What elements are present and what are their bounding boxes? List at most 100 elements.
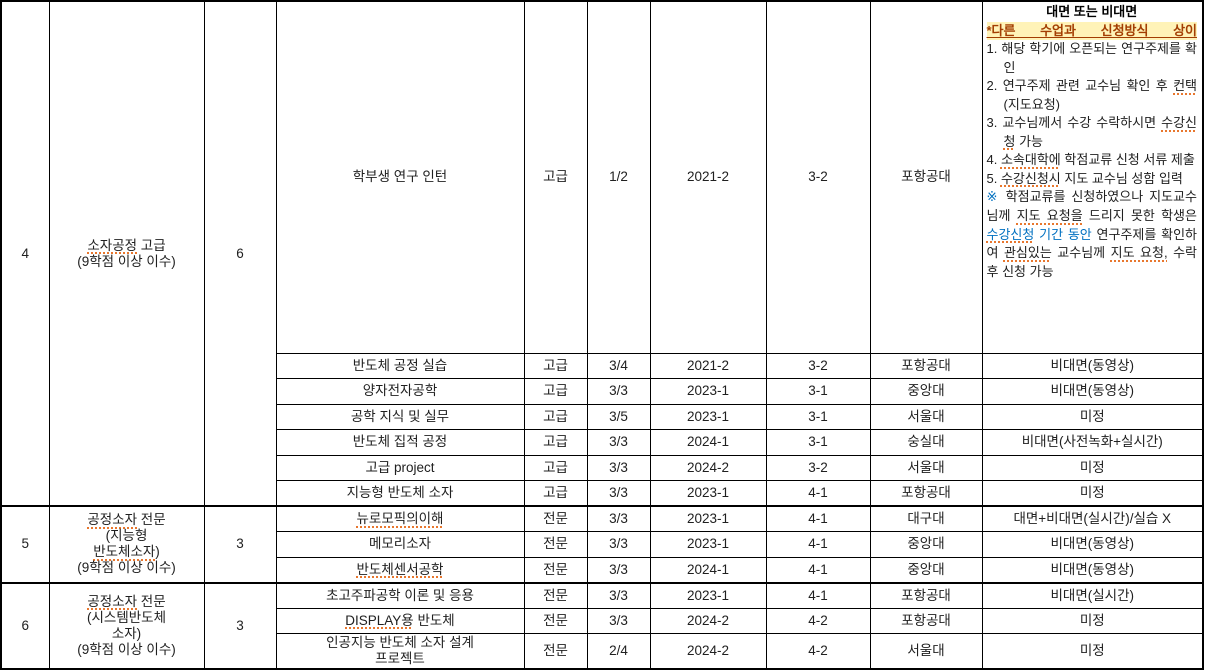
text-run: 메모리소자 xyxy=(368,536,432,552)
cell-univ: 서울대 xyxy=(869,454,983,481)
text-run: 고급 project xyxy=(365,459,435,475)
cell-grade: 4-2 xyxy=(765,633,871,670)
cell-method: 비대면(동영상) xyxy=(981,556,1204,583)
text-run: 지도 교수님 성함 입력 xyxy=(1060,170,1183,186)
squiggle-text: 수강신청 xyxy=(1003,115,1198,149)
text-run: 양자전자공학 xyxy=(362,383,438,399)
cell-grade: 3-1 xyxy=(765,403,871,430)
cell-univ: 포항공대 xyxy=(869,352,983,379)
cell-course-name: 반도체 집적 공정 xyxy=(275,429,525,456)
cell-ratio: 3/3 xyxy=(586,505,651,532)
group-label-line: (9학점 이상 이수) xyxy=(52,254,202,270)
cell-level: 고급 xyxy=(523,429,588,456)
squiggle-text: 소자공정 xyxy=(87,237,138,253)
cell-method: 비대면(실시간) xyxy=(981,581,1204,609)
cell-ratio: 1/2 xyxy=(586,0,651,354)
text-run: 지능형 반도체 소자 xyxy=(346,485,454,500)
table-row: 반도체 집적 공정 고급 3/3 2024-1 3-1 숭실대 비대면(사전녹화+실시간) xyxy=(1,429,1204,456)
note-paragraph: 2. 연구주제 관련 교수님 확인 후 컨택 (지도요청) xyxy=(987,77,1198,114)
cell-group-credits: 3 xyxy=(203,581,277,670)
cell-grade: 4-1 xyxy=(765,581,871,609)
text-run: 학부생 연구 인턴 xyxy=(352,169,448,185)
cell-univ: 중앙대 xyxy=(869,531,983,558)
text-run: 교수님께 xyxy=(1051,245,1111,261)
table-row: 4 소자공정 고급 (9학점 이상 이수) 6 학부생 연구 인턴 고급 1/2 2021-2… xyxy=(0,0,1204,507)
table-row: DISPLAY용 반도체 전문 3/3 2024-2 4-2 포항공대 미정 xyxy=(1,607,1204,634)
cell-group-label: 공정소자 전문 (시스템반도체 소자) (9학점 이상 이수) xyxy=(48,581,205,670)
cell-course-name: 반도체 공정 실습 xyxy=(275,352,525,379)
note-paragraph: ※ 학점교류를 신청하였으나 지도교수님께 지도 요청을 드리지 못한 학생은 … xyxy=(987,188,1198,281)
squiggle-text: 반도체소자 xyxy=(93,544,156,560)
cell-ratio: 3/3 xyxy=(586,607,651,634)
squiggle-text: 관심있는 xyxy=(1003,245,1052,261)
table-row: 인공지능 반도체 소자 설계 프로젝트 전문 2/4 2024-2 4-2 서울대 미정 xyxy=(1,633,1204,670)
squiggle-text: 수강신청시 xyxy=(1000,170,1061,186)
cell-course-name: 지능형 반도체 소자 xyxy=(275,480,525,507)
method-note-cell: 대면 또는 비대면 *다른 수업과 신청방식 상이 1. 해당 학기에 오픈되는 연… xyxy=(981,0,1204,354)
cell-term: 2024-2 xyxy=(649,607,767,634)
text-run: 반도체 xyxy=(413,612,455,628)
cell-group-no: 6 xyxy=(0,581,50,670)
cell-term: 2023-1 xyxy=(649,403,767,430)
squiggle-text: 컨택 xyxy=(1173,78,1197,94)
cell-term: 2023-1 xyxy=(649,378,767,405)
cell-term: 2024-2 xyxy=(649,454,767,481)
cell-level: 전문 xyxy=(523,607,588,634)
note-title: 대면 또는 비대면 xyxy=(1046,4,1138,19)
note-paragraph: 4. 소속대학에 학점교류 신청 서류 제출 xyxy=(987,151,1198,170)
cell-ratio: 3/5 xyxy=(586,403,651,430)
cell-method: 미정 xyxy=(981,454,1204,481)
cell-univ: 중앙대 xyxy=(869,378,983,405)
cell-grade: 3-2 xyxy=(765,0,871,354)
text-run: 연구주제를 확인하여 xyxy=(986,226,1198,261)
cell-univ: 포항공대 xyxy=(869,480,983,507)
text-run: (9학점 이상 이수) xyxy=(77,560,176,576)
cell-ratio: 3/3 xyxy=(586,581,651,609)
note-paragraph: 1. 해당 학기에 오픈되는 연구주제를 확인 xyxy=(987,40,1198,77)
cell-term: 2021-2 xyxy=(649,352,767,379)
cell-univ: 대구대 xyxy=(869,505,983,532)
cell-course-name: DISPLAY용 반도체 xyxy=(275,607,525,634)
cell-course-name: 고급 project xyxy=(275,454,525,481)
group-label-line: (시스템반도체 xyxy=(52,610,202,626)
cell-method: 비대면(동영상) xyxy=(981,378,1204,405)
text-run: 드리지 못한 학생은 xyxy=(1082,208,1197,224)
text-run: 전문 xyxy=(137,512,166,528)
table-row: 반도체 공정 실습 고급 3/4 2021-2 3-2 포항공대 비대면(동영상) xyxy=(1,352,1204,379)
cell-group-credits: 3 xyxy=(203,505,277,583)
cell-group-credits: 6 xyxy=(203,0,277,507)
cell-group-no: 5 xyxy=(0,505,50,583)
cell-method: 비대면(동영상) xyxy=(981,531,1204,558)
cell-ratio: 3/3 xyxy=(586,556,651,583)
squiggle-text: DISPLAY용 xyxy=(345,612,414,628)
cell-level: 고급 xyxy=(523,454,588,481)
text-run: 프로젝트 xyxy=(375,651,425,666)
group-label-line: (9학점 이상 이수) xyxy=(52,642,202,658)
cell-ratio: 3/3 xyxy=(586,429,651,456)
cell-univ: 포항공대 xyxy=(869,607,983,634)
cell-method: 미정 xyxy=(981,403,1204,430)
cell-ratio: 3/3 xyxy=(586,531,651,558)
cell-grade: 3-1 xyxy=(765,429,871,456)
cell-ratio: 3/3 xyxy=(586,480,651,507)
cell-course-name: 뉴로모픽의이해 xyxy=(275,505,525,532)
text-run: 5. xyxy=(986,170,1001,186)
cell-grade: 4-2 xyxy=(765,607,871,634)
text-run: 반도체 공정 실습 xyxy=(352,357,448,373)
cell-ratio: 3/3 xyxy=(586,378,651,405)
cell-grade: 4-1 xyxy=(765,480,871,507)
cell-term: 2024-2 xyxy=(649,633,767,670)
cell-grade: 4-1 xyxy=(765,531,871,558)
text-run: 4. xyxy=(986,152,1001,168)
cell-grade: 4-1 xyxy=(765,505,871,532)
cell-course-name: 양자전자공학 xyxy=(275,378,525,405)
text-run: 반도체 집적 공정 xyxy=(352,434,448,450)
cell-method: 미정 xyxy=(981,607,1204,634)
squiggle-text: 수강신청 xyxy=(986,226,1035,242)
squiggle-text: 공정소자 xyxy=(87,593,138,609)
cell-grade: 3-1 xyxy=(765,378,871,405)
text-run: 1. 해당 학기에 오픈되는 연구주제를 확인 xyxy=(986,41,1198,75)
text-run: (9학점 이상 이수) xyxy=(77,253,176,269)
note-paragraph: 3. 교수님께서 수강 수락하시면 수강신청 가능 xyxy=(987,114,1198,151)
